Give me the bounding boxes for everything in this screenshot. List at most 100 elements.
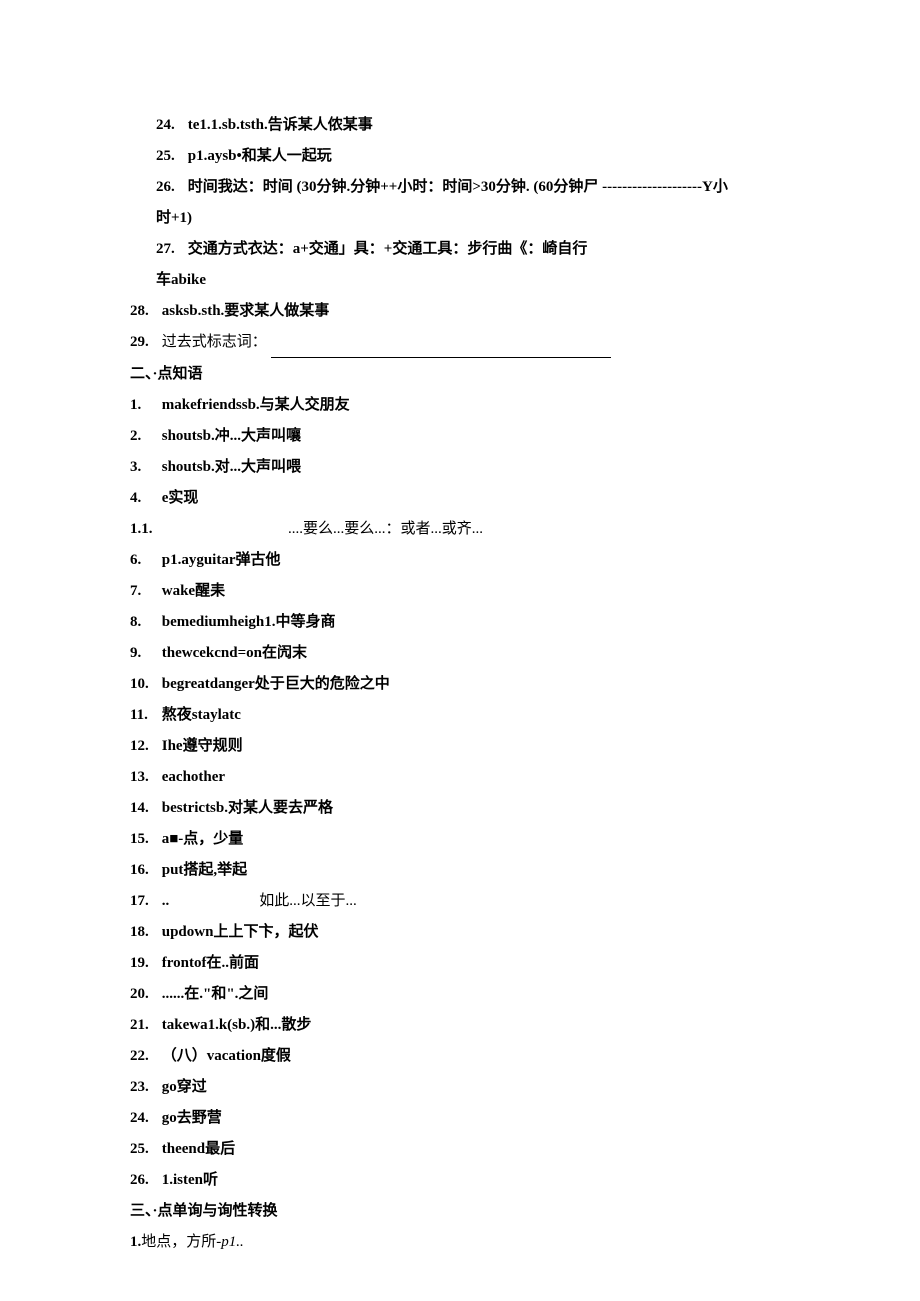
item-number: 1.1.: [130, 514, 158, 544]
item-text: 时间我达：时间 (30分钟.分钟++小时：时间>30分钟. (60分钟尸 ---…: [188, 179, 728, 195]
item-number: 6.: [130, 545, 158, 575]
list-item: 27. 交通方式衣达：a+交通」具：+交通工具：步行曲《：崎自行: [156, 234, 790, 264]
item-number: 11.: [130, 700, 158, 730]
item-text: go穿过: [162, 1079, 207, 1095]
item-prefix: 地点，方所-: [141, 1234, 221, 1250]
item-number: 15.: [130, 824, 158, 854]
item-number: 22.: [130, 1041, 158, 1071]
item-number: 18.: [130, 917, 158, 947]
item-number: 26.: [156, 172, 184, 202]
item-text: （八）vacation度假: [162, 1048, 291, 1064]
list-item: 16. put搭起,举起: [130, 855, 790, 885]
item-text: go去野营: [162, 1110, 222, 1126]
item-number: 13.: [130, 762, 158, 792]
item-number: 3.: [130, 452, 158, 482]
list-item: 17. ..如此...以至于...: [130, 886, 790, 916]
item-text: a■-点，少量: [162, 831, 244, 847]
item-text: 1.isten听: [162, 1172, 218, 1188]
list-item: 9. thewcekcnd=on在闶末: [130, 638, 790, 668]
item-number: 17.: [130, 886, 158, 916]
item-number: 19.: [130, 948, 158, 978]
item-text: shoutsb.冲...大声叫嚷: [162, 428, 301, 444]
item-text: updown上上下卞，起伏: [162, 924, 319, 940]
item-number: 8.: [130, 607, 158, 637]
list-item: 10. begreatdanger处于巨大的危险之中: [130, 669, 790, 699]
list-item: 23. go穿过: [130, 1072, 790, 1102]
item-text: 熬夜staylatc: [162, 707, 241, 723]
list-item: 8. bemediumheigh1.中等身商: [130, 607, 790, 637]
item-text: bemediumheigh1.中等身商: [162, 614, 336, 630]
list-item: 11. 熬夜staylatc: [130, 700, 790, 730]
item-text: wake醒耒: [162, 583, 225, 599]
item-text: ......在."和".之间: [162, 986, 269, 1002]
list-item: 7. wake醒耒: [130, 576, 790, 606]
item-number: 25.: [130, 1134, 158, 1164]
list-item: 24. te1.1.sb.tsth.告诉某人侬某事: [156, 110, 790, 140]
list-item: 13. eachother: [130, 762, 790, 792]
item-text: 车abike: [156, 272, 206, 288]
item-number: 27.: [156, 234, 184, 264]
section-2-list: 1. makefriendssb.与某人交朋友2. shoutsb.冲...大声…: [130, 390, 790, 1195]
list-item: 24. go去野营: [130, 1103, 790, 1133]
item-text: frontof在..前面: [162, 955, 259, 971]
item-number: 28.: [130, 296, 158, 326]
list-item: 1.1. ....要么...要么...：或者...或齐...: [130, 514, 790, 544]
item-text: 时+1): [156, 210, 192, 226]
item-number: 14.: [130, 793, 158, 823]
list-item: 25. p1.aysb•和某人一起玩: [156, 141, 790, 171]
item-text: Ihe遵守规则: [162, 738, 243, 754]
item-text: p1.ayguitar弹古他: [162, 552, 281, 568]
item-number: 9.: [130, 638, 158, 668]
item-text: begreatdanger处于巨大的危险之中: [162, 676, 390, 692]
item-number: 21.: [130, 1010, 158, 1040]
item-text: p1.aysb•和某人一起玩: [188, 148, 332, 164]
item-number: 26.: [130, 1165, 158, 1195]
item-prefix: 过去式标志词：: [162, 334, 267, 350]
list-item: 21. takewa1.k(sb.)和...散步: [130, 1010, 790, 1040]
item-number: 24.: [130, 1103, 158, 1133]
item-number: 25.: [156, 141, 184, 171]
item-text: shoutsb.对...大声叫喂: [162, 459, 301, 475]
item-text: eachother: [162, 769, 225, 785]
list-item: 26. 时间我达：时间 (30分钟.分钟++小时：时间>30分钟. (60分钟尸…: [156, 172, 790, 202]
item-text: takewa1.k(sb.)和...散步: [162, 1017, 312, 1033]
item-text: theend最后: [162, 1141, 235, 1157]
item-number: 20.: [130, 979, 158, 1009]
list-item: 15. a■-点，少量: [130, 824, 790, 854]
list-item: 车abike: [156, 265, 790, 295]
list-item: 29. 过去式标志词：: [130, 327, 790, 358]
list-item: 3. shoutsb.对...大声叫喂: [130, 452, 790, 482]
list-item: 1.地点，方所-p1..: [130, 1227, 790, 1257]
item-text: asksb.sth.要求某人做某事: [162, 303, 330, 319]
item-text: 交通方式衣达：a+交通」具：+交通工具：步行曲《：崎自行: [188, 241, 588, 257]
item-number: 12.: [130, 731, 158, 761]
item-text: te1.1.sb.tsth.告诉某人侬某事: [188, 117, 373, 133]
list-item: 19. frontof在..前面: [130, 948, 790, 978]
item-number: 16.: [130, 855, 158, 885]
section-2-header: 二、·点知语: [130, 359, 790, 389]
section-3-header: 三、·点单询与询性转换: [130, 1196, 790, 1226]
list-item: 28. asksb.sth.要求某人做某事: [130, 296, 790, 326]
item-number: 1.: [130, 1234, 141, 1250]
item-number: 4.: [130, 483, 158, 513]
list-item: 4. e实现: [130, 483, 790, 513]
list-item: 2. shoutsb.冲...大声叫嚷: [130, 421, 790, 451]
list-item: 26. 1.isten听: [130, 1165, 790, 1195]
item-number: 2.: [130, 421, 158, 451]
blank-underline: [271, 327, 611, 358]
item-text: bestrictsb.对某人要去严格: [162, 800, 333, 816]
list-item: 22. （八）vacation度假: [130, 1041, 790, 1071]
item-italic: p1..: [221, 1234, 244, 1250]
list-item: 时+1): [156, 203, 790, 233]
block-1: 24. te1.1.sb.tsth.告诉某人侬某事25. p1.aysb•和某人…: [130, 110, 790, 295]
list-item: 18. updown上上下卞，起伏: [130, 917, 790, 947]
item-number: 1.: [130, 390, 158, 420]
item-text: ....要么...要么...：或者...或齐...: [288, 521, 483, 537]
item-text: makefriendssb.与某人交朋友: [162, 397, 350, 413]
list-item: 12. Ihe遵守规则: [130, 731, 790, 761]
block-2: 28. asksb.sth.要求某人做某事29. 过去式标志词：: [130, 296, 790, 358]
item-number: 7.: [130, 576, 158, 606]
item-text: put搭起,举起: [162, 862, 247, 878]
list-item: 14. bestrictsb.对某人要去严格: [130, 793, 790, 823]
item-number: 24.: [156, 110, 184, 140]
